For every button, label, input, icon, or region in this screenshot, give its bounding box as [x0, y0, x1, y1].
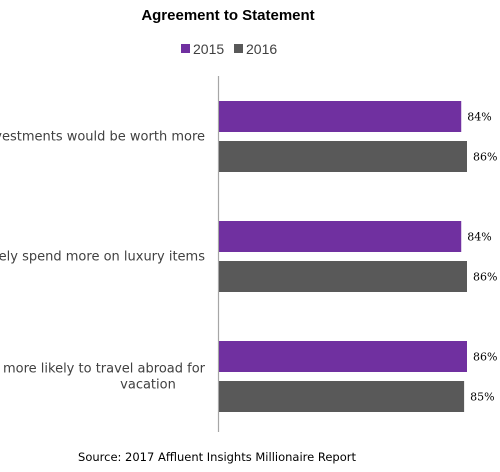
data-label: 84% [467, 231, 491, 244]
bar-2015 [219, 221, 462, 252]
data-label: 86% [473, 151, 497, 164]
bar-2015 [219, 101, 462, 132]
category-label: likely spend more on luxury items [0, 250, 205, 265]
data-label: 86% [473, 271, 497, 284]
legend-swatch-2016 [234, 44, 243, 53]
data-label: 86% [473, 351, 497, 364]
legend: 2015 2016 [181, 41, 277, 57]
bar-2016 [219, 141, 467, 172]
chart-source: Source: 2017 Affluent Insights Millionai… [78, 450, 356, 464]
legend-swatch-2015 [181, 44, 190, 53]
bar-2016 [219, 381, 465, 412]
data-label: 84% [467, 111, 491, 124]
category-label: am more likely to travel abroad for [0, 362, 206, 377]
data-label: 85% [470, 391, 494, 404]
legend-label-2015: 2015 [193, 41, 224, 57]
legend-label-2016: 2016 [246, 41, 277, 57]
bar-2016 [219, 261, 467, 292]
category-label: vacation [120, 378, 176, 393]
category-label: investments would be worth more [0, 130, 205, 145]
chart-marks: investments would be worth more 84% 86% lik… [0, 101, 497, 412]
chart-title: Agreement to Statement [141, 7, 314, 24]
bar-2015 [219, 341, 467, 372]
